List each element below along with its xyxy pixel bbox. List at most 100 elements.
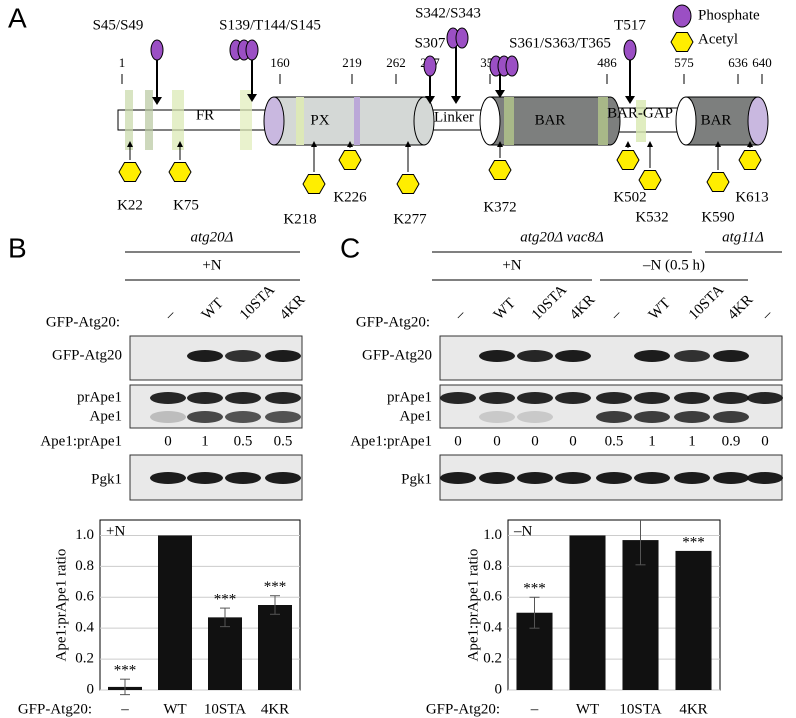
band <box>150 392 186 404</box>
phospho-site: S307 <box>415 35 446 51</box>
band <box>225 472 261 484</box>
y-tick-label: 0 <box>495 681 503 697</box>
acetyl-site: K22 <box>117 197 143 213</box>
blot-label: GFP-Atg20 <box>52 347 122 363</box>
significance: *** <box>264 579 287 595</box>
lane-label: – <box>161 306 179 324</box>
acetyl-icon <box>396 174 420 194</box>
band <box>555 392 591 404</box>
significance: *** <box>214 592 237 608</box>
ratio-value: 1 <box>688 433 696 449</box>
y-axis-label: Ape1:prApe1 ratio <box>465 549 481 662</box>
band <box>596 472 632 484</box>
residue-position: 486 <box>597 55 617 70</box>
significance: *** <box>523 581 546 597</box>
phosphate-icon <box>423 55 437 77</box>
acetyl-icon <box>488 160 512 180</box>
arrow-head <box>451 96 461 104</box>
y-tick-label: 0.4 <box>483 620 502 636</box>
arrow-head <box>425 96 435 104</box>
phosphate-icon <box>623 39 637 61</box>
band <box>517 411 553 423</box>
band <box>634 392 670 404</box>
band <box>479 472 515 484</box>
residue-position: 640 <box>752 55 772 70</box>
ratio-label: Ape1:prApe1 <box>350 433 432 449</box>
acetyl-site: K502 <box>613 189 646 205</box>
band <box>265 350 301 362</box>
acetyl-icon <box>706 172 730 192</box>
band <box>440 392 476 404</box>
domain-label: PX <box>310 112 329 128</box>
panel-label: C <box>340 232 360 263</box>
ratio-label: Ape1:prApe1 <box>40 433 122 449</box>
band <box>265 392 301 404</box>
cyl-end <box>263 96 285 146</box>
residue-position: 160 <box>270 55 290 70</box>
row-label: GFP-Atg20: <box>356 314 430 330</box>
acetyl-site: K75 <box>173 197 199 213</box>
stripe <box>240 90 252 150</box>
acetyl-icon <box>738 150 762 170</box>
phospho-site: S361/S363/T365 <box>509 35 611 51</box>
ratio-value: 0 <box>531 433 539 449</box>
header-lines <box>125 251 782 281</box>
stripe <box>636 100 646 142</box>
band <box>674 392 710 404</box>
domain-label: FR <box>196 107 214 123</box>
legend-label: Acetyl <box>698 31 738 47</box>
acetyl-site: K277 <box>393 211 427 227</box>
strain: atg11Δ <box>722 229 764 245</box>
stripe <box>504 97 514 145</box>
blot-label: Pgk1 <box>91 471 122 487</box>
y-tick-label: 0.8 <box>75 558 94 574</box>
blot-label: prApe1 <box>77 389 122 405</box>
arrow-head <box>747 141 753 147</box>
stripe <box>125 90 133 150</box>
legend-phosphate <box>672 4 692 28</box>
row-label: GFP-Atg20: <box>46 314 120 330</box>
band <box>150 472 186 484</box>
blot-label: Ape1 <box>400 408 433 424</box>
residue-position: 1 <box>119 55 126 70</box>
annotation: +N <box>106 523 125 539</box>
acetyl-icon <box>168 162 192 182</box>
stripe <box>296 97 304 145</box>
band <box>265 472 301 484</box>
condition: –N (0.5 h) <box>642 257 705 273</box>
band <box>225 411 261 423</box>
domain-label: BAR <box>701 112 732 128</box>
phospho-site: S45/S49 <box>93 17 144 33</box>
phosphate-icon <box>455 27 469 49</box>
x-axis-label: GFP-Atg20: <box>426 701 500 717</box>
strain: atg20Δ <box>191 229 234 245</box>
y-tick-label: 0.6 <box>75 589 94 605</box>
ratio-value: 0.5 <box>234 433 253 449</box>
protein-diagram <box>117 90 769 150</box>
stripe <box>598 97 608 145</box>
condition: +N <box>502 257 521 273</box>
residue-position: 262 <box>386 55 406 70</box>
arrow-head <box>177 141 183 147</box>
band <box>747 472 783 484</box>
lane-label: – <box>758 306 776 324</box>
bar <box>258 605 292 690</box>
x-tick-label: WT <box>163 701 186 717</box>
arrow-head <box>311 141 317 147</box>
lane-label: WT <box>646 295 674 323</box>
cyl-end <box>675 96 697 146</box>
arrow-head <box>715 141 721 147</box>
acetyl-icon <box>118 162 142 182</box>
acetyl-site: K372 <box>483 199 516 215</box>
cyl-end <box>413 96 435 146</box>
ratio-value: 0 <box>569 433 577 449</box>
band <box>555 472 591 484</box>
band <box>479 411 515 423</box>
acetyl-icon <box>638 170 662 190</box>
acetyl-site: K532 <box>635 209 668 225</box>
phosphate-icon <box>245 39 259 61</box>
phospho-site: S139/T144/S145 <box>219 17 321 33</box>
ratio-value: 1 <box>201 433 209 449</box>
ratio-value: 0 <box>454 433 462 449</box>
y-tick-label: 0.6 <box>483 589 502 605</box>
